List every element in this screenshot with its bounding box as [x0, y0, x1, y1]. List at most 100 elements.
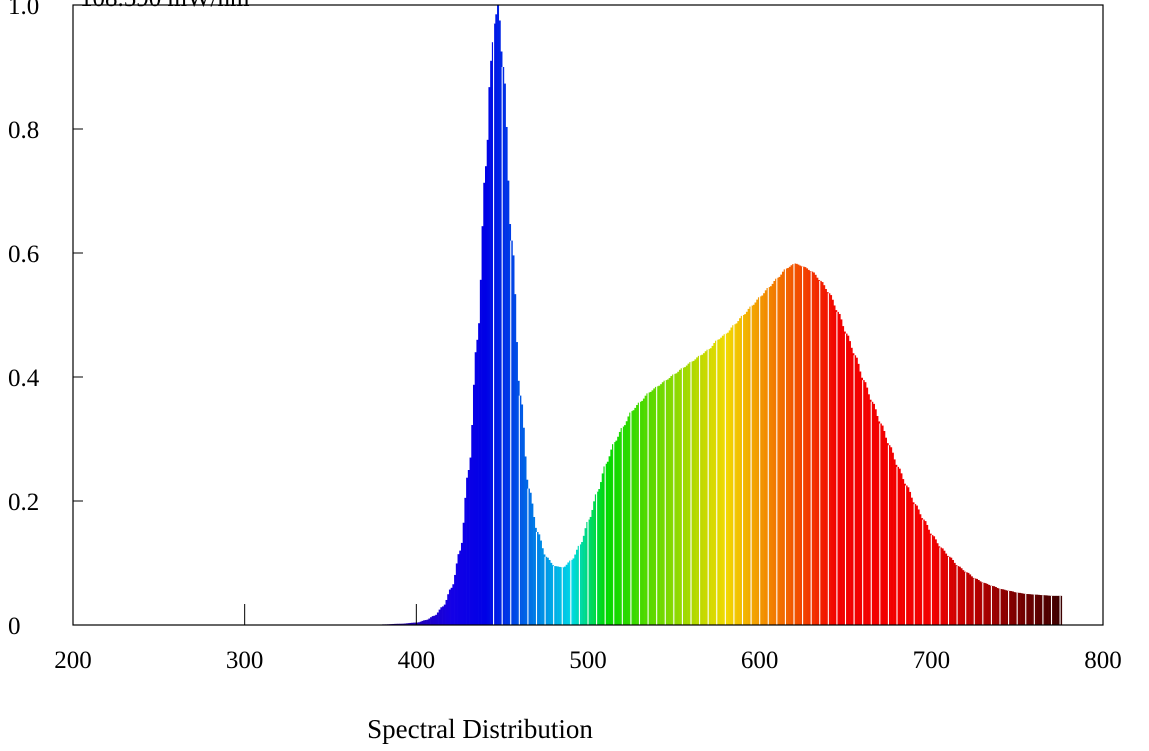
spectrum-band	[893, 459, 896, 625]
spectrum-band	[648, 392, 651, 625]
spectrum-band	[915, 505, 918, 625]
spectrum-band	[945, 553, 948, 625]
y-tick-label: 1.0	[8, 0, 39, 20]
spectrum-band	[665, 380, 668, 625]
spectrum-band	[562, 567, 565, 625]
spectrum-band	[545, 556, 548, 625]
spectrum-band	[761, 295, 764, 625]
spectrum-band	[924, 521, 927, 625]
spectrum-band	[678, 369, 681, 625]
spectrum-band	[781, 271, 784, 625]
spectrum-band	[867, 394, 870, 625]
spectrum-band	[612, 444, 615, 625]
spectrum-band	[872, 403, 875, 625]
spectrum-band	[723, 334, 726, 625]
spectrum-band	[754, 302, 757, 625]
spectrum-band	[998, 588, 1001, 625]
spectrum-band	[763, 293, 766, 625]
spectrum-band	[764, 290, 767, 625]
spectrum-band	[574, 554, 577, 625]
spectrum-band	[795, 263, 798, 625]
spectrum-band	[1015, 592, 1018, 625]
spectrum-band	[624, 425, 627, 625]
spectrum-band	[598, 489, 601, 625]
spectrum-band	[454, 574, 457, 625]
spectrum-band	[691, 361, 694, 625]
spectrum-band	[735, 323, 738, 625]
spectrum-band	[963, 571, 966, 625]
spectrum-band	[519, 395, 522, 625]
spectrum-band	[831, 299, 834, 625]
spectrum-band	[1042, 595, 1045, 625]
spectrum-band	[836, 311, 839, 625]
spectrum-band	[584, 528, 587, 625]
spectrum-band	[830, 295, 833, 625]
spectrum-band	[878, 421, 881, 625]
spectrum-band	[744, 314, 747, 625]
spectrum-band	[457, 554, 460, 625]
spectrum-band	[794, 263, 797, 625]
spectrum-band	[845, 333, 848, 625]
spectrum-band	[933, 536, 936, 625]
spectrum-band	[809, 271, 812, 625]
spectrum-band	[464, 497, 467, 625]
spectrum-band	[512, 255, 515, 625]
spectrum-band	[593, 501, 596, 625]
spectrum-band	[589, 516, 592, 625]
spectrum-band	[965, 572, 968, 625]
spectrum-band	[739, 318, 742, 625]
spectrum-band	[416, 622, 419, 625]
spectrum-band	[982, 582, 985, 625]
x-tick-label: 300	[226, 647, 264, 674]
spectrum-band	[927, 529, 930, 625]
spectrum-band	[907, 487, 910, 625]
spectrum-band	[435, 614, 438, 625]
spectrum-band	[847, 335, 850, 625]
y-tick-label: 0.6	[8, 241, 39, 268]
spectrum-band	[843, 331, 846, 625]
spectrum-band	[1053, 595, 1056, 625]
spectrum-band	[905, 485, 908, 625]
spectrum-band	[931, 535, 934, 625]
spectrum-band	[948, 556, 951, 625]
spectrum-band	[850, 347, 853, 625]
spectrum-band	[418, 622, 421, 625]
spectrum-band	[551, 565, 554, 625]
spectrum-band	[588, 519, 591, 625]
spectrum-band	[1030, 594, 1033, 625]
spectrum-band	[527, 488, 530, 625]
spectrum-band	[1005, 590, 1008, 625]
spectrum-band	[577, 545, 580, 625]
spectrum-band	[472, 384, 475, 625]
spectrum-band	[768, 287, 771, 625]
spectrum-band	[538, 534, 541, 625]
spectrum-band	[406, 623, 409, 625]
spectrum-band	[469, 457, 472, 625]
spectrum-band	[634, 407, 637, 625]
spectrum-band	[749, 306, 752, 625]
spectrum-band	[902, 479, 905, 625]
spectrum-band	[1018, 592, 1021, 625]
spectrum-band	[926, 524, 929, 625]
spectrum-band	[986, 583, 989, 625]
spectrum-band	[622, 426, 625, 625]
x-axis-ticks: 200 300 400 500 600 700 800	[54, 647, 1122, 674]
spectrum-band	[658, 385, 661, 625]
spectrum-band	[653, 388, 656, 625]
spectrum-band	[811, 271, 814, 625]
spectrum-band	[569, 560, 572, 625]
spectrum-band	[802, 266, 805, 625]
plot-frame	[72, 4, 1104, 626]
spectrum-band	[639, 401, 642, 625]
spectrum-band	[787, 268, 790, 625]
spectrum-band	[476, 339, 479, 625]
spectrum-band	[790, 265, 793, 625]
spectrum-band	[797, 264, 800, 625]
spectrum-band	[951, 560, 954, 625]
spectrum-band	[411, 622, 414, 625]
spectrum-band	[996, 587, 999, 625]
spectrum-band	[563, 566, 566, 625]
spectrum-band	[582, 535, 585, 625]
spectrum-band	[785, 268, 788, 625]
y-tick-label: 0.8	[8, 117, 39, 144]
